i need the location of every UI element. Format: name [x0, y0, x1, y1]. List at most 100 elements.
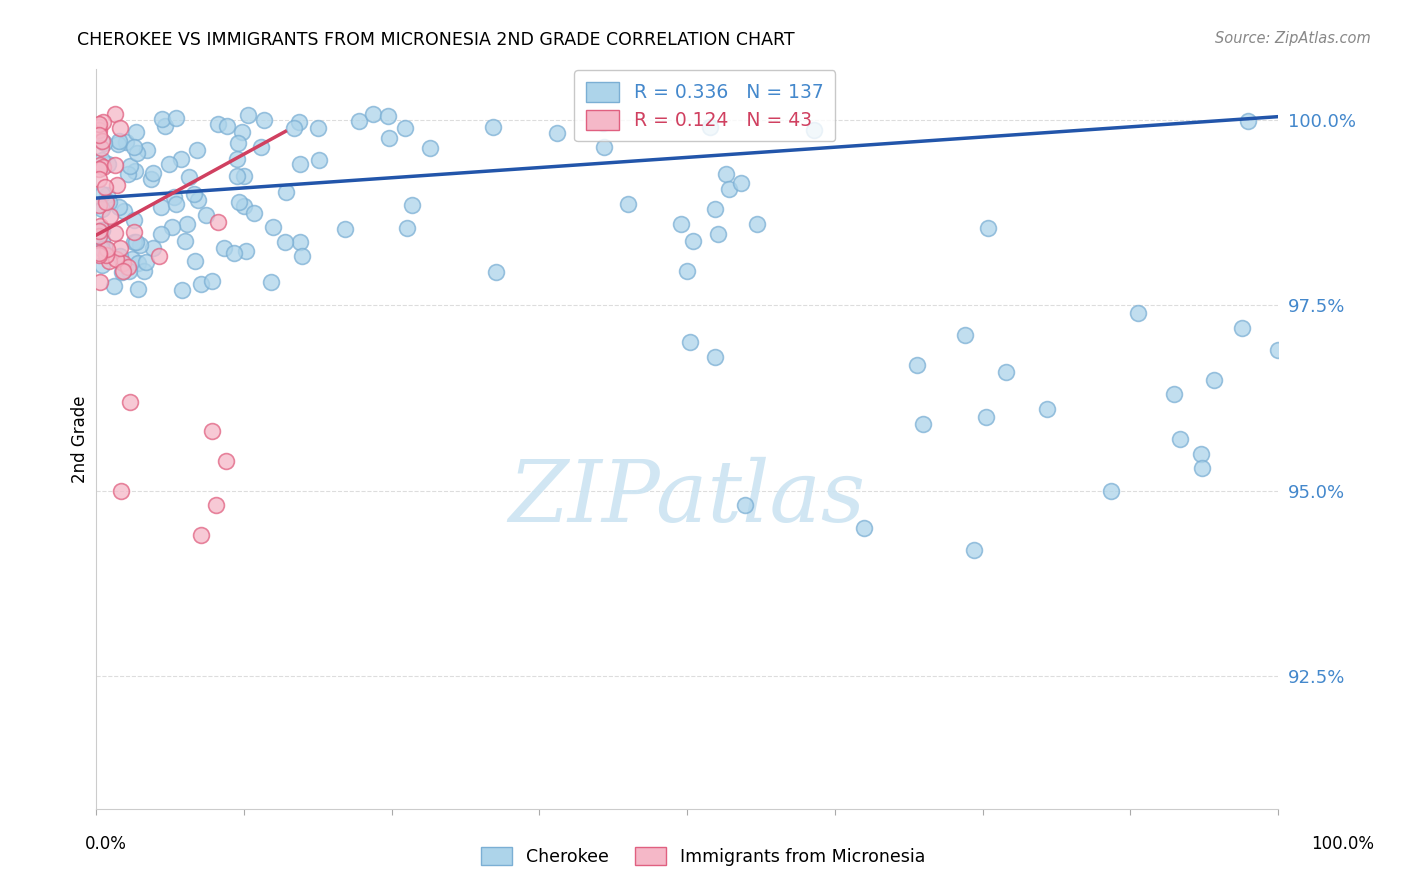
Point: [395, 221, 418, 235]
Point: [1204, 372, 1226, 386]
Point: [122, 235, 145, 249]
Point: [703, 202, 725, 216]
Text: 0.0%: 0.0%: [84, 835, 127, 853]
Point: [1168, 432, 1191, 446]
Point: [190, 277, 212, 291]
Point: [112, 256, 135, 270]
Point: [911, 417, 934, 431]
Point: [669, 217, 692, 231]
Point: [111, 265, 134, 279]
Point: [125, 125, 148, 139]
Point: [803, 123, 825, 137]
Point: [1189, 446, 1212, 460]
Point: [194, 208, 217, 222]
Point: [250, 140, 273, 154]
Point: [89, 245, 111, 260]
Point: [707, 227, 730, 241]
Point: [132, 264, 155, 278]
Point: [207, 215, 229, 229]
Point: [117, 260, 139, 275]
Point: [87, 117, 110, 131]
Text: Source: ZipAtlas.com: Source: ZipAtlas.com: [1215, 31, 1371, 46]
Point: [94, 248, 117, 262]
Point: [87, 248, 110, 262]
Point: [91, 233, 114, 247]
Point: [127, 282, 149, 296]
Point: [98, 253, 121, 268]
Point: [150, 112, 173, 127]
Point: [87, 224, 110, 238]
Point: [699, 120, 721, 134]
Point: [153, 119, 176, 133]
Point: [236, 108, 259, 122]
Point: [165, 112, 187, 126]
Point: [682, 234, 704, 248]
Point: [118, 394, 141, 409]
Point: [139, 172, 162, 186]
Point: [87, 228, 110, 243]
Point: [953, 328, 976, 343]
Point: [222, 246, 245, 260]
Point: [89, 219, 111, 234]
Point: [104, 158, 127, 172]
Point: [252, 112, 274, 127]
Point: [107, 136, 129, 151]
Point: [176, 217, 198, 231]
Point: [974, 409, 997, 424]
Point: [112, 203, 135, 218]
Point: [91, 202, 114, 216]
Point: [121, 252, 143, 266]
Point: [110, 483, 132, 498]
Point: [96, 242, 118, 256]
Point: [1036, 402, 1059, 417]
Point: [87, 171, 110, 186]
Point: [87, 128, 110, 143]
Point: [377, 109, 399, 123]
Point: [593, 140, 616, 154]
Point: [174, 234, 197, 248]
Point: [187, 193, 209, 207]
Point: [104, 226, 127, 240]
Point: [91, 258, 114, 272]
Point: [142, 165, 165, 179]
Point: [378, 131, 401, 145]
Point: [361, 107, 384, 121]
Point: [96, 187, 118, 202]
Point: [262, 219, 284, 234]
Point: [905, 358, 928, 372]
Point: [127, 145, 149, 160]
Point: [122, 212, 145, 227]
Point: [104, 107, 127, 121]
Point: [170, 152, 193, 166]
Point: [201, 425, 224, 439]
Point: [91, 223, 114, 237]
Point: [108, 249, 131, 263]
Point: [212, 241, 235, 255]
Point: [232, 169, 254, 183]
Point: [1163, 387, 1185, 401]
Point: [226, 169, 249, 183]
Point: [128, 238, 150, 252]
Point: [117, 167, 139, 181]
Point: [186, 143, 208, 157]
Point: [419, 141, 441, 155]
Point: [172, 283, 194, 297]
Point: [349, 114, 371, 128]
Point: [1267, 343, 1289, 357]
Point: [852, 521, 875, 535]
Y-axis label: 2nd Grade: 2nd Grade: [72, 395, 89, 483]
Point: [94, 180, 117, 194]
Point: [714, 167, 737, 181]
Point: [994, 365, 1017, 379]
Point: [91, 115, 114, 129]
Point: [730, 176, 752, 190]
Point: [704, 351, 727, 365]
Point: [90, 141, 112, 155]
Point: [485, 264, 508, 278]
Point: [747, 217, 769, 231]
Text: CHEROKEE VS IMMIGRANTS FROM MICRONESIA 2ND GRADE CORRELATION CHART: CHEROKEE VS IMMIGRANTS FROM MICRONESIA 2…: [77, 31, 794, 49]
Point: [107, 200, 129, 214]
Point: [718, 182, 741, 196]
Point: [110, 120, 132, 135]
Point: [976, 221, 998, 235]
